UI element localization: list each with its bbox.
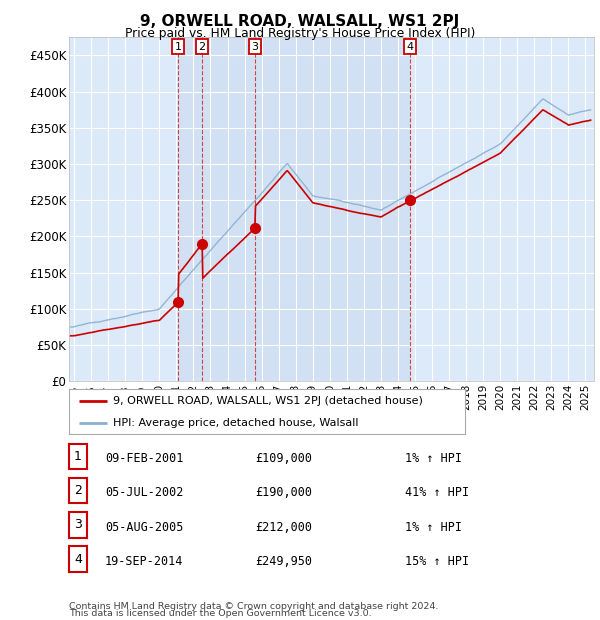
Text: 2: 2 [199,42,206,51]
Text: £249,950: £249,950 [255,555,312,568]
Text: 9, ORWELL ROAD, WALSALL, WS1 2PJ (detached house): 9, ORWELL ROAD, WALSALL, WS1 2PJ (detach… [113,396,422,407]
Text: 1% ↑ HPI: 1% ↑ HPI [405,453,462,466]
Text: £109,000: £109,000 [255,453,312,466]
Text: HPI: Average price, detached house, Walsall: HPI: Average price, detached house, Wals… [113,418,358,428]
Text: 3: 3 [251,42,258,51]
Text: £212,000: £212,000 [255,521,312,534]
Text: 9, ORWELL ROAD, WALSALL, WS1 2PJ: 9, ORWELL ROAD, WALSALL, WS1 2PJ [140,14,460,29]
Text: 1: 1 [175,42,182,51]
Text: 15% ↑ HPI: 15% ↑ HPI [405,555,469,568]
Text: 4: 4 [74,552,82,565]
Text: Contains HM Land Registry data © Crown copyright and database right 2024.: Contains HM Land Registry data © Crown c… [69,601,439,611]
Text: This data is licensed under the Open Government Licence v3.0.: This data is licensed under the Open Gov… [69,609,371,618]
Text: 4: 4 [407,42,414,51]
Bar [178,37,410,381]
Text: 05-AUG-2005: 05-AUG-2005 [105,521,184,534]
Text: Price paid vs. HM Land Registry's House Price Index (HPI): Price paid vs. HM Land Registry's House … [125,27,475,40]
Text: 1: 1 [74,450,82,463]
Text: 2: 2 [74,484,82,497]
Text: 05-JUL-2002: 05-JUL-2002 [105,487,184,500]
Text: 41% ↑ HPI: 41% ↑ HPI [405,487,469,500]
Text: 3: 3 [74,518,82,531]
Text: £190,000: £190,000 [255,487,312,500]
Text: 19-SEP-2014: 19-SEP-2014 [105,555,184,568]
Text: 1% ↑ HPI: 1% ↑ HPI [405,521,462,534]
Text: 09-FEB-2001: 09-FEB-2001 [105,453,184,466]
